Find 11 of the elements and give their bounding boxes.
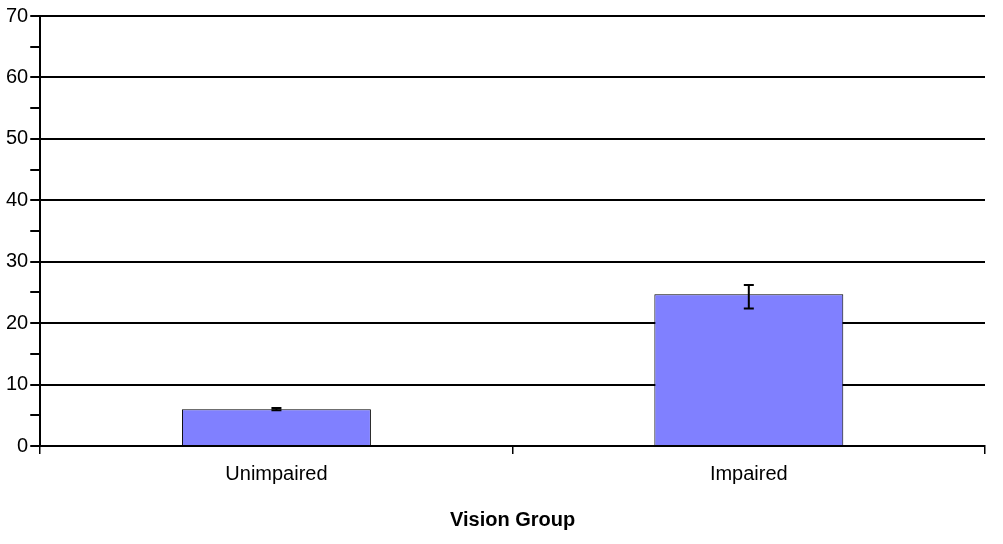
y-tick-label: 70 [6, 3, 29, 26]
y-tick-label: 10 [6, 372, 29, 395]
y-tick-label: 60 [6, 64, 29, 87]
y-tick-label: 50 [6, 126, 29, 149]
y-tick-label: 20 [6, 310, 29, 333]
x-tick-label: Impaired [709, 461, 788, 484]
y-tick-label: 0 [17, 433, 29, 456]
y-tick-label: 40 [6, 187, 29, 210]
x-tick-label: Unimpaired [225, 461, 328, 484]
y-tick-label: 30 [6, 249, 29, 272]
x-axis-title: Vision Group [450, 507, 576, 530]
